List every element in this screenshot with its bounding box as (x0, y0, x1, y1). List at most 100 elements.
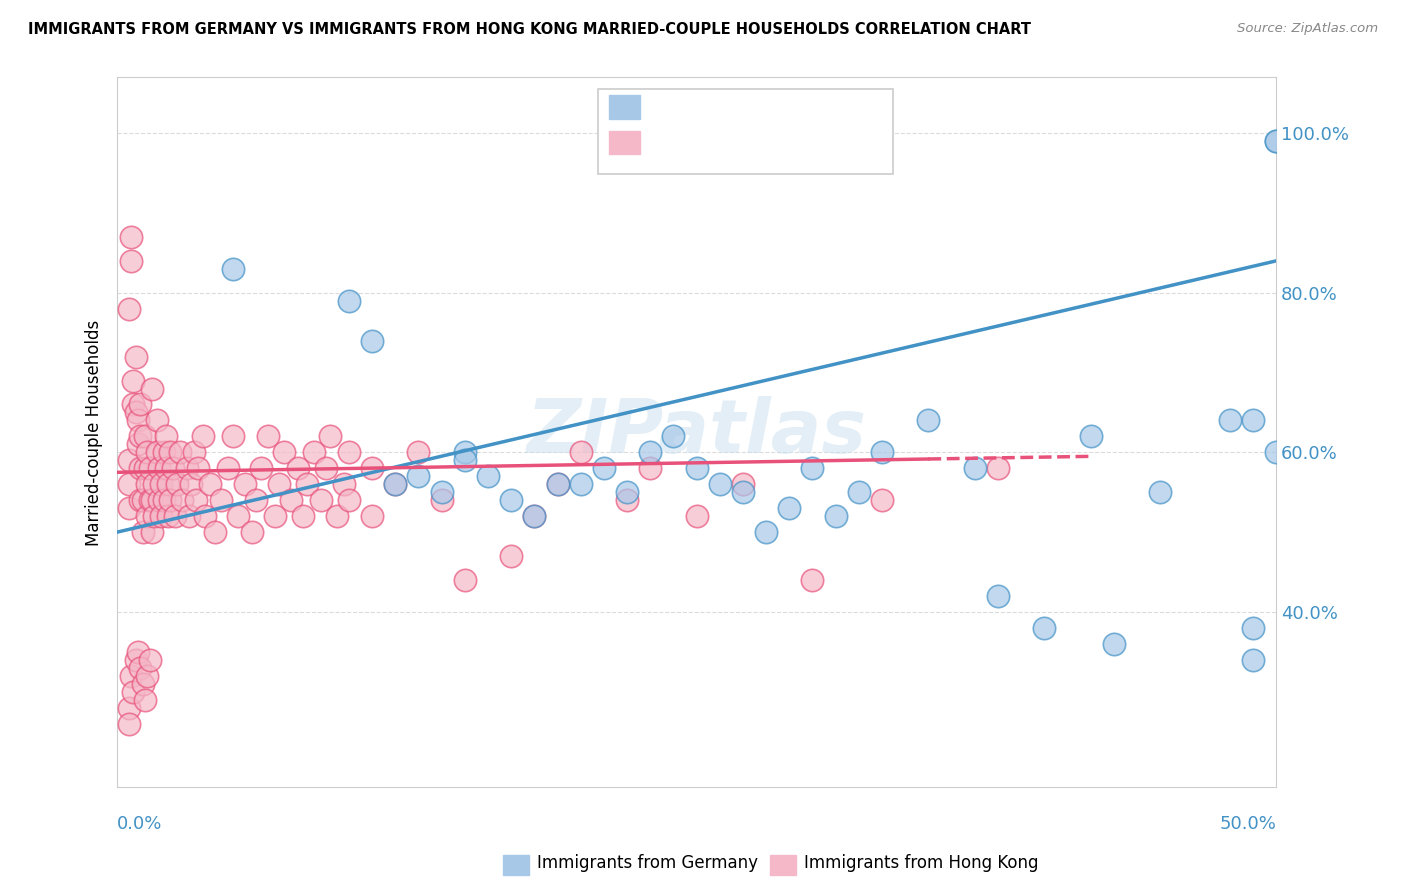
Point (547, 477, 569, 491)
Point (159, 445, 181, 459)
Point (129, 661, 152, 675)
Text: 0.0%: 0.0% (117, 815, 163, 833)
Text: Source: ZipAtlas.com: Source: ZipAtlas.com (1237, 22, 1378, 36)
Point (547, 477, 569, 491)
Point (152, 493, 174, 508)
Text: R = 0.010    N = 111: R = 0.010 N = 111 (650, 134, 852, 152)
Point (685, 461, 707, 475)
Point (155, 429, 177, 443)
Point (326, 509, 349, 524)
Point (337, 493, 360, 508)
Point (801, 573, 824, 587)
Point (129, 397, 152, 411)
Point (1265, 445, 1288, 459)
Point (240, 525, 263, 540)
Point (141, 525, 163, 540)
Point (118, 700, 141, 714)
Point (180, 477, 202, 491)
Point (430, 493, 453, 508)
Point (337, 293, 360, 308)
Point (333, 477, 356, 491)
Point (569, 445, 592, 459)
Point (361, 509, 384, 524)
Point (454, 573, 477, 587)
Point (150, 509, 173, 524)
Point (870, 493, 893, 508)
Point (141, 493, 163, 508)
Point (157, 509, 180, 524)
Point (120, 230, 142, 244)
Point (755, 525, 778, 540)
Point (125, 405, 148, 419)
Point (1241, 653, 1264, 667)
Point (256, 429, 278, 443)
Point (145, 413, 167, 427)
Point (315, 461, 337, 475)
Point (122, 374, 145, 388)
Point (987, 461, 1010, 475)
Point (136, 445, 159, 459)
Point (136, 509, 159, 524)
Point (138, 653, 160, 667)
Point (1219, 413, 1241, 427)
Point (778, 501, 800, 516)
Point (1080, 429, 1102, 443)
Point (616, 485, 638, 500)
Point (134, 429, 156, 443)
Point (131, 525, 153, 540)
Text: 50.0%: 50.0% (1219, 815, 1277, 833)
Point (1102, 637, 1125, 651)
Point (131, 493, 153, 508)
Point (194, 509, 217, 524)
Point (129, 493, 152, 508)
Point (162, 461, 184, 475)
Point (291, 509, 314, 524)
Point (1033, 621, 1056, 635)
Point (280, 493, 302, 508)
Point (523, 509, 546, 524)
Point (1241, 621, 1264, 635)
Point (501, 549, 523, 563)
Point (273, 445, 295, 459)
Point (454, 445, 477, 459)
Point (138, 461, 160, 475)
Point (662, 429, 685, 443)
Point (801, 461, 824, 475)
Point (118, 716, 141, 731)
Point (361, 334, 384, 348)
Point (155, 461, 177, 475)
Point (143, 509, 166, 524)
Text: ZIPatlas: ZIPatlas (527, 396, 866, 469)
Text: R = 0.478    N = 40: R = 0.478 N = 40 (650, 98, 841, 116)
Point (122, 397, 145, 411)
Point (454, 453, 477, 467)
Point (118, 501, 141, 516)
Point (408, 445, 430, 459)
Point (430, 485, 453, 500)
Point (1241, 413, 1264, 427)
Point (263, 509, 285, 524)
Point (122, 684, 145, 698)
Point (477, 469, 499, 483)
Point (319, 429, 342, 443)
Point (870, 445, 893, 459)
Point (302, 445, 325, 459)
Point (165, 509, 187, 524)
Point (127, 645, 149, 659)
Point (141, 382, 163, 396)
Point (187, 461, 209, 475)
Point (148, 461, 170, 475)
Point (136, 477, 159, 491)
Point (159, 493, 181, 508)
Point (731, 477, 754, 491)
Point (169, 445, 191, 459)
Point (211, 493, 233, 508)
Text: Immigrants from Germany: Immigrants from Germany (537, 855, 758, 872)
Point (118, 301, 141, 316)
Point (148, 493, 170, 508)
Y-axis label: Married-couple Households: Married-couple Households (86, 319, 103, 546)
Point (125, 653, 148, 667)
Point (217, 461, 239, 475)
Point (297, 477, 319, 491)
Point (523, 509, 546, 524)
